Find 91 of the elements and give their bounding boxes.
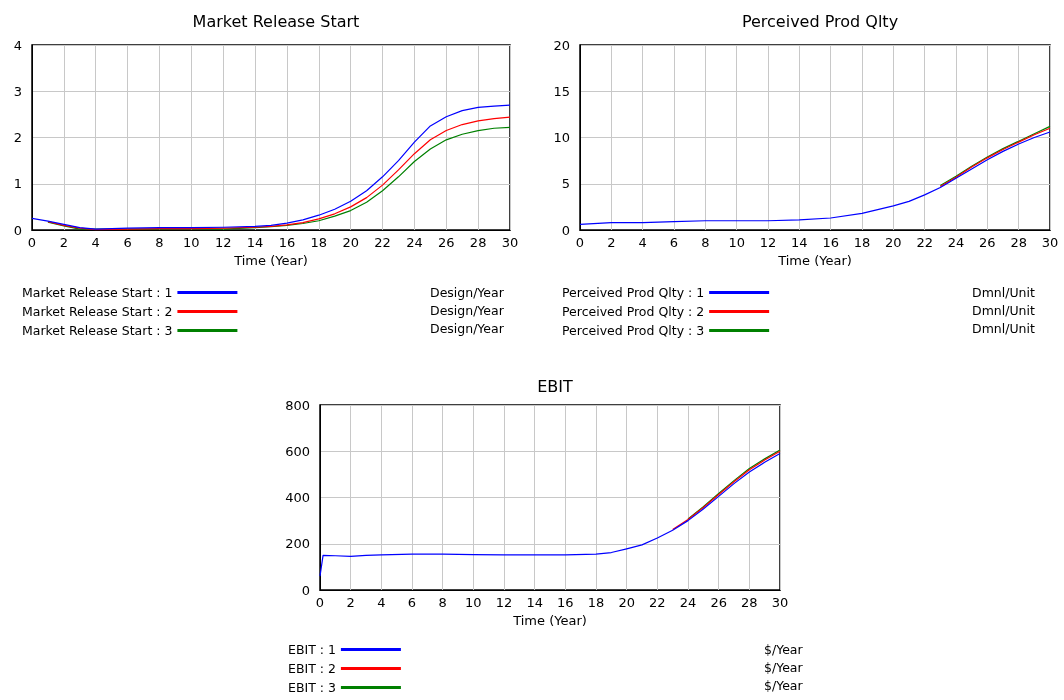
- x-tick-label: 10: [465, 595, 482, 610]
- x-tick-label: 28: [469, 235, 487, 250]
- text: Dmnl/Unit: [972, 302, 1035, 318]
- x-tick-label: 0: [27, 235, 37, 250]
- x-tick-label: 22: [649, 595, 666, 610]
- y-tick-label: 600: [285, 443, 310, 459]
- x-tick-label: 4: [377, 595, 386, 610]
- line-series: [579, 131, 1051, 226]
- legend-label: EBIT : 1: [287, 642, 336, 657]
- text: Design/Year: [430, 302, 505, 318]
- x-tick-label: 12: [759, 235, 777, 250]
- legend-label: Perceived Prod Qlty : 1: [562, 285, 705, 300]
- y-tick-label: 800: [285, 397, 310, 413]
- text: Design/Year: [430, 284, 505, 300]
- x-tick-label: 30: [1041, 235, 1059, 250]
- chart-title: Perceived Prod Qlty: [741, 11, 899, 31]
- y-tick-label: 0: [301, 582, 310, 598]
- x-tick-label: 6: [123, 235, 132, 250]
- x-axis-title: Time (Year): [777, 252, 852, 268]
- y-tick-label: 0: [13, 222, 22, 238]
- x-tick-label: 14: [246, 235, 264, 250]
- x-tick-label: 26: [979, 235, 996, 250]
- x-tick-label: 8: [701, 235, 710, 250]
- text: $/Year: [764, 659, 804, 675]
- x-tick-label: 16: [278, 235, 296, 250]
- y-tick-label: 200: [285, 536, 310, 552]
- y-tick-label: 5: [561, 176, 570, 192]
- x-tick-label: 20: [618, 595, 635, 610]
- x-tick-label: 12: [214, 235, 232, 250]
- x-tick-label: 24: [679, 595, 697, 610]
- x-tick-label: 22: [916, 235, 933, 250]
- x-tick-label: 8: [438, 595, 447, 610]
- x-tick-label: 30: [501, 235, 519, 250]
- x-tick-label: 4: [638, 235, 647, 250]
- y-tick-label: 10: [553, 130, 570, 145]
- y-tick-label: 1: [13, 176, 22, 192]
- legend-label: Perceived Prod Qlty : 3: [562, 323, 705, 338]
- y-tick-label: 0: [561, 222, 570, 238]
- line-series: [319, 452, 781, 577]
- line-series: [672, 450, 781, 531]
- legend-label: EBIT : 3: [287, 680, 336, 695]
- x-tick-label: 18: [587, 595, 605, 610]
- x-axis-title: Time (Year): [512, 612, 587, 628]
- y-tick-label: 2: [13, 130, 22, 145]
- x-tick-label: 28: [1010, 235, 1027, 250]
- x-tick-label: 0: [575, 235, 585, 250]
- x-tick-label: 26: [437, 235, 455, 250]
- x-tick-label: 16: [822, 235, 839, 250]
- x-tick-label: 20: [342, 235, 359, 250]
- legend-label: Market Release Start : 2: [22, 304, 173, 319]
- x-tick-label: 18: [853, 235, 871, 250]
- x-axis-title: Time (Year): [233, 252, 308, 268]
- x-tick-label: 12: [495, 595, 513, 610]
- chart-title: EBIT: [537, 376, 574, 396]
- x-tick-label: 24: [947, 235, 965, 250]
- x-tick-label: 28: [741, 595, 758, 610]
- x-tick-label: 2: [607, 235, 616, 250]
- x-tick-label: 6: [407, 595, 417, 610]
- y-tick-label: 3: [13, 83, 22, 99]
- y-tick-label: 15: [553, 83, 570, 99]
- text: Dmnl/Unit: [972, 320, 1035, 336]
- x-tick-label: 4: [91, 235, 100, 250]
- x-tick-label: 20: [885, 235, 902, 250]
- x-tick-label: 14: [791, 235, 808, 250]
- x-tick-label: 10: [183, 235, 200, 250]
- x-tick-label: 30: [771, 595, 789, 610]
- x-tick-label: 6: [669, 235, 679, 250]
- legend-label: Perceived Prod Qlty : 2: [562, 304, 705, 319]
- text: $/Year: [764, 641, 804, 657]
- chart-title: Market Release Start: [192, 11, 360, 31]
- x-tick-label: 0: [315, 595, 325, 610]
- legend-label: Market Release Start : 1: [22, 285, 173, 300]
- legend-label: Market Release Start : 3: [22, 323, 173, 338]
- x-tick-label: 26: [710, 595, 727, 610]
- line-series: [687, 449, 781, 520]
- text: $/Year: [764, 677, 804, 693]
- x-tick-label: 2: [59, 235, 69, 250]
- y-tick-label: 4: [13, 37, 22, 53]
- text: Dmnl/Unit: [972, 284, 1035, 300]
- x-tick-label: 14: [526, 595, 543, 610]
- y-tick-label: 20: [553, 37, 570, 53]
- x-tick-label: 16: [557, 595, 574, 610]
- x-tick-label: 18: [310, 235, 328, 250]
- x-tick-label: 22: [374, 235, 391, 250]
- legend-label: EBIT : 2: [287, 661, 336, 676]
- x-tick-label: 8: [155, 235, 164, 250]
- x-tick-label: 24: [406, 235, 423, 250]
- y-tick-label: 400: [285, 490, 310, 505]
- text: Design/Year: [430, 320, 505, 336]
- x-tick-label: 2: [346, 595, 355, 610]
- x-tick-label: 10: [728, 235, 745, 250]
